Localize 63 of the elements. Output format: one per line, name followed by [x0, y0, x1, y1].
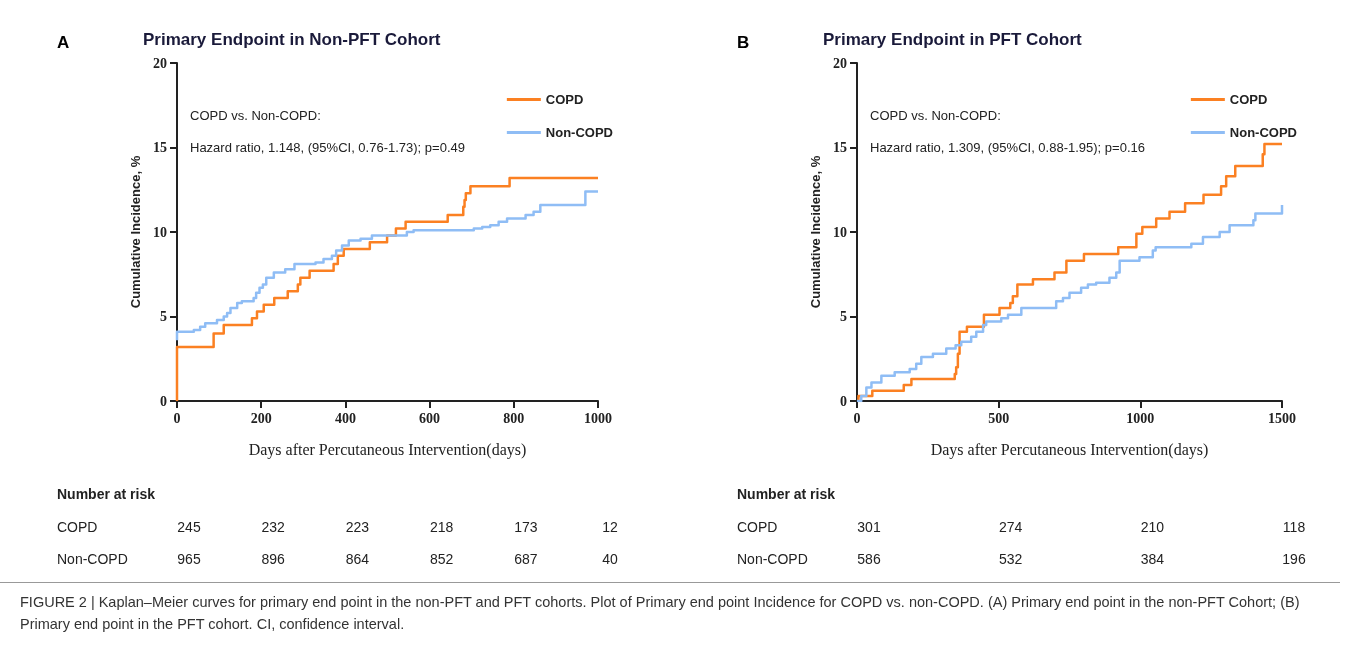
text: 40: [602, 551, 618, 567]
text: A: [57, 32, 70, 52]
legend-label: Non-COPD: [1229, 125, 1298, 140]
y-tick-label: 10: [833, 224, 847, 240]
x-tick-label: 400: [334, 410, 356, 426]
chart-title: Primary Endpoint in PFT Cohort: [823, 30, 1083, 49]
text: 196: [1282, 551, 1306, 567]
text: COPD: [737, 519, 778, 535]
y-tick-label: 0: [840, 393, 847, 409]
caption: FIGURE 2 | Kaplan–Meier curves for primary end point in the non-PFT and PFT cohorts. Plot of Primary end point Incidence for COPD vs. non-COPD. (A) Primary end point in the non-PFT Cohort; (B) Primary end point in the PFT cohort. CI, confidence interval.: [20, 593, 1301, 634]
text: Number at risk: [57, 486, 156, 502]
text: 586: [857, 551, 881, 567]
annotation: COPD vs. Non-COPD:: [190, 107, 321, 123]
text: Non-COPD: [737, 551, 808, 567]
y-axis-title: Cumulative Incidence, %: [128, 155, 143, 309]
legend-label: COPD: [1229, 92, 1268, 107]
text: 118: [1282, 519, 1306, 535]
text: 965: [177, 551, 201, 567]
text: Non-COPD: [57, 551, 128, 567]
x-tick-label: 0: [853, 410, 861, 426]
text: 232: [261, 519, 286, 535]
text: 210: [1140, 519, 1165, 535]
text: 218: [429, 519, 454, 535]
text: Number at risk: [737, 486, 836, 502]
annotation: Hazard ratio, 1.309, (95%CI, 0.88-1.95); p=0.16: [870, 139, 1145, 155]
x-tick-label: 1000: [584, 410, 612, 426]
text: 301: [857, 519, 881, 535]
x-axis-title: Days after Percutaneous Intervention(days): [930, 440, 1209, 459]
text: 687: [514, 551, 538, 567]
y-tick-label: 5: [160, 309, 167, 324]
y-tick-label: 15: [153, 140, 167, 155]
y-tick-label: 0: [160, 393, 167, 409]
text: 223: [345, 519, 370, 535]
y-tick-label: 15: [833, 140, 847, 155]
x-tick-label: 200: [250, 410, 272, 426]
annotation: COPD vs. Non-COPD:: [870, 107, 1001, 123]
x-tick-label: 800: [503, 410, 525, 426]
chart-title: Primary Endpoint in Non-PFT Cohort: [143, 30, 441, 49]
legend-label: COPD: [545, 92, 584, 107]
x-tick-label: 1500: [1268, 410, 1296, 426]
x-tick-label: 500: [988, 410, 1010, 426]
x-tick-label: 0: [173, 410, 181, 426]
text: 274: [998, 519, 1023, 535]
x-axis-title: Days after Percutaneous Intervention(days): [248, 440, 527, 459]
y-tick-label: 5: [840, 309, 847, 324]
text: B: [737, 32, 750, 52]
text: 12: [602, 519, 618, 535]
legend-label: Non-COPD: [545, 125, 614, 140]
text: 532: [998, 551, 1023, 567]
text: COPD: [57, 519, 98, 535]
text: 384: [1140, 551, 1165, 567]
text: 852: [429, 551, 454, 567]
annotation: Hazard ratio, 1.148, (95%CI, 0.76-1.73); p=0.49: [190, 139, 465, 155]
y-tick-label: 20: [833, 55, 847, 71]
text: 864: [345, 551, 370, 567]
y-tick-label: 20: [153, 55, 167, 71]
y-axis-title: Cumulative Incidence, %: [808, 155, 823, 309]
text: 896: [261, 551, 286, 567]
text: 173: [514, 519, 538, 535]
x-tick-label: 1000: [1126, 410, 1155, 426]
y-tick-label: 10: [153, 224, 167, 240]
x-tick-label: 600: [419, 410, 441, 426]
text: 245: [177, 519, 201, 535]
